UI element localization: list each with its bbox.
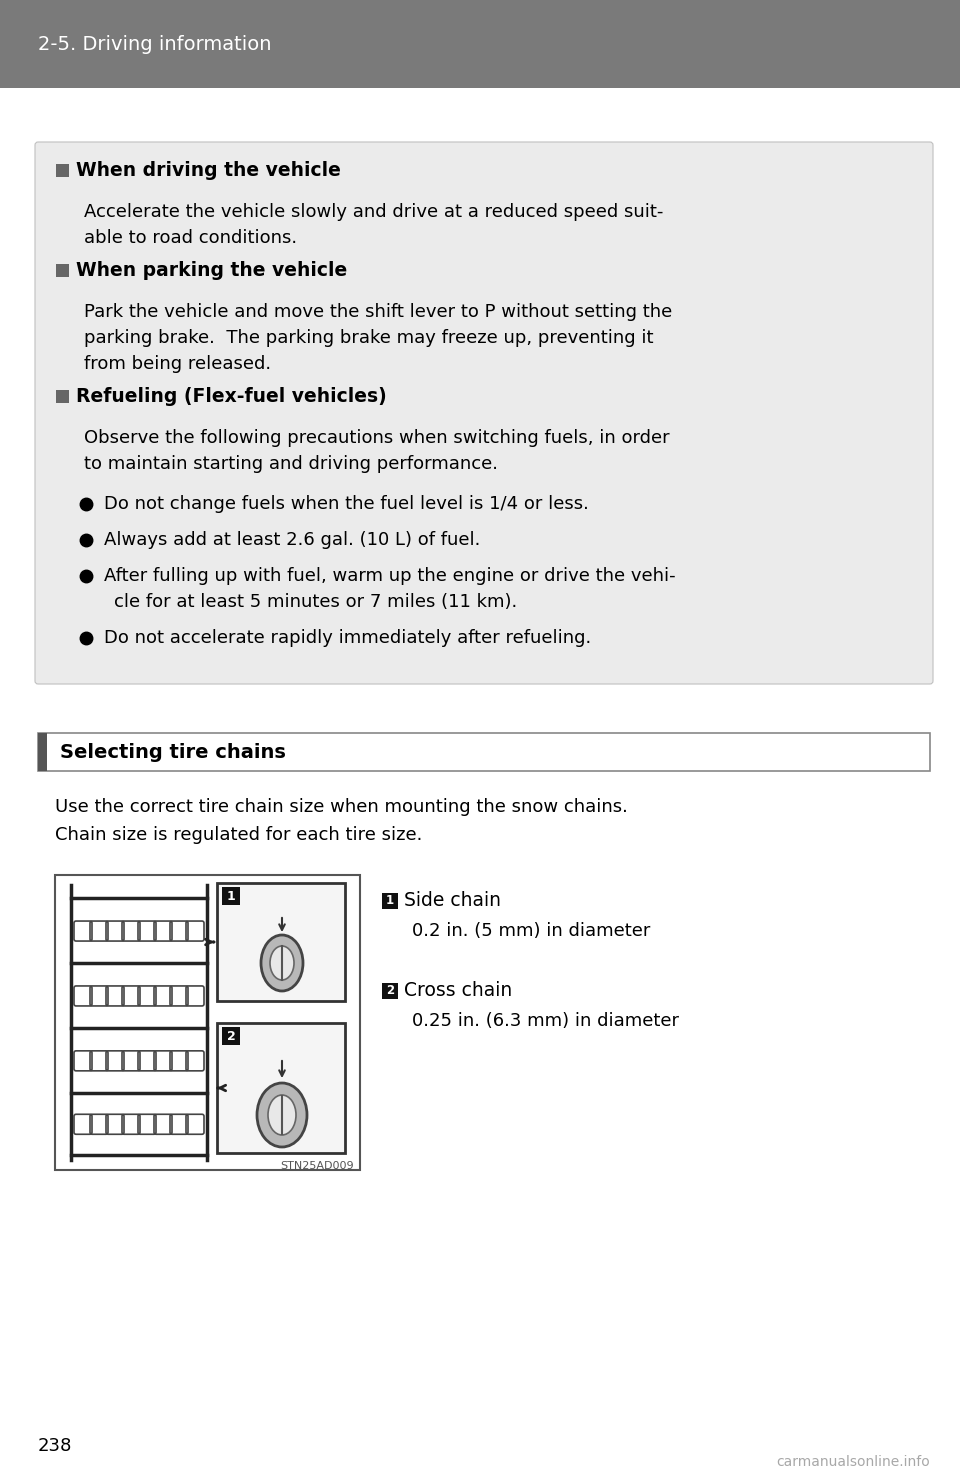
Text: from being released.: from being released. <box>84 355 271 372</box>
Text: 1: 1 <box>227 889 235 902</box>
Text: STN25AD009: STN25AD009 <box>280 1160 354 1171</box>
Text: to maintain starting and driving performance.: to maintain starting and driving perform… <box>84 456 498 473</box>
Bar <box>55 876 360 1169</box>
Text: 1: 1 <box>386 895 394 908</box>
Text: carmanualsonline.info: carmanualsonline.info <box>777 1454 930 1469</box>
Text: Park the vehicle and move the shift lever to P without setting the: Park the vehicle and move the shift leve… <box>84 303 672 321</box>
Bar <box>38 733 930 772</box>
Bar <box>222 887 240 905</box>
Bar <box>382 893 398 910</box>
Text: Do not change fuels when the fuel level is 1/4 or less.: Do not change fuels when the fuel level … <box>104 496 588 513</box>
Ellipse shape <box>261 935 303 991</box>
Text: Chain size is regulated for each tire size.: Chain size is regulated for each tire si… <box>55 827 422 844</box>
Text: When driving the vehicle: When driving the vehicle <box>76 160 341 180</box>
Text: 2-5. Driving information: 2-5. Driving information <box>38 34 272 53</box>
Bar <box>56 165 69 177</box>
Bar <box>217 1022 345 1153</box>
Text: Selecting tire chains: Selecting tire chains <box>60 742 286 761</box>
Text: 0.25 in. (6.3 mm) in diameter: 0.25 in. (6.3 mm) in diameter <box>412 1012 679 1030</box>
Text: After fulling up with fuel, warm up the engine or drive the vehi-: After fulling up with fuel, warm up the … <box>104 567 676 585</box>
Text: Side chain: Side chain <box>404 892 501 911</box>
Text: parking brake.  The parking brake may freeze up, preventing it: parking brake. The parking brake may fre… <box>84 329 654 347</box>
Text: 2: 2 <box>386 984 394 997</box>
Text: Refueling (Flex-fuel vehicles): Refueling (Flex-fuel vehicles) <box>76 387 387 407</box>
Ellipse shape <box>257 1083 307 1147</box>
Bar <box>38 733 47 772</box>
Text: cle for at least 5 minutes or 7 miles (11 km).: cle for at least 5 minutes or 7 miles (1… <box>114 594 517 611</box>
Text: Cross chain: Cross chain <box>404 981 513 1000</box>
Bar <box>56 390 69 404</box>
Bar <box>382 982 398 999</box>
Text: able to road conditions.: able to road conditions. <box>84 229 298 246</box>
Text: 0.2 in. (5 mm) in diameter: 0.2 in. (5 mm) in diameter <box>412 922 650 939</box>
Text: Observe the following precautions when switching fuels, in order: Observe the following precautions when s… <box>84 429 670 447</box>
Bar <box>217 883 345 1002</box>
Text: Always add at least 2.6 gal. (10 L) of fuel.: Always add at least 2.6 gal. (10 L) of f… <box>104 531 480 549</box>
Text: 238: 238 <box>38 1437 72 1454</box>
Text: Accelerate the vehicle slowly and drive at a reduced speed suit-: Accelerate the vehicle slowly and drive … <box>84 203 663 221</box>
Bar <box>56 264 69 278</box>
Text: When parking the vehicle: When parking the vehicle <box>76 261 348 280</box>
Ellipse shape <box>270 945 294 979</box>
Bar <box>222 1027 240 1045</box>
Text: Use the correct tire chain size when mounting the snow chains.: Use the correct tire chain size when mou… <box>55 798 628 816</box>
Ellipse shape <box>268 1095 296 1135</box>
FancyBboxPatch shape <box>35 142 933 684</box>
Text: 2: 2 <box>227 1030 235 1042</box>
Text: Do not accelerate rapidly immediately after refueling.: Do not accelerate rapidly immediately af… <box>104 629 591 647</box>
Bar <box>0 0 960 88</box>
